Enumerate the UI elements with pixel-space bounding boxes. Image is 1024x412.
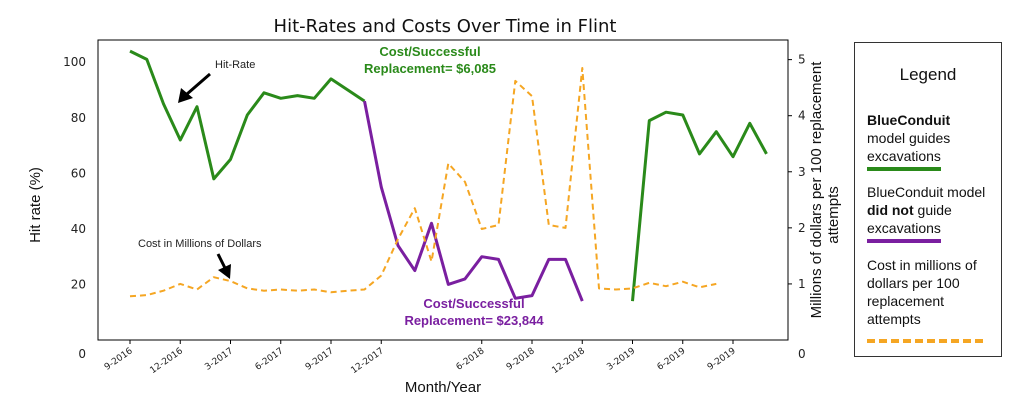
annotation-cost-arrow	[216, 253, 231, 279]
legend-green-text: model guides excavations	[867, 130, 951, 164]
left-y-axis: 0 20 40 60 80 100	[63, 55, 86, 361]
x-tick-label: 3-2017	[203, 346, 235, 372]
x-tick-label: 6-2018	[455, 346, 487, 373]
x-tick-label: 9-2019	[706, 346, 738, 373]
right-y-tick-label: 1	[798, 277, 806, 291]
legend-purple-post: guide excavations	[867, 202, 952, 236]
x-tick-label: 9-2016	[103, 346, 135, 373]
x-axis-label: Month/Year	[405, 379, 481, 396]
series-layer	[129, 49, 768, 302]
annotation-hit-rate: Hit-Rate	[215, 59, 255, 71]
right-y-tick-label: 0	[798, 347, 806, 361]
legend-entry-cost: Cost in millions of dollars per 100 repl…	[867, 256, 997, 328]
left-y-tick-label: 20	[71, 277, 86, 291]
left-y-tick-label: 0	[78, 347, 86, 361]
legend-title: Legend	[899, 65, 957, 84]
x-axis: 9-2016 12-2016 3-2017 6-2017 9-2017 12-2017 6-…	[103, 340, 738, 376]
right-y-tick-label: 4	[798, 109, 806, 123]
annotation-hit-rate-arrow	[178, 72, 211, 103]
left-y-tick-label: 80	[71, 111, 86, 125]
annotation-cost: Cost in Millions of Dollars	[138, 238, 262, 250]
annotation-purple-line2: Replacement= $23,844	[404, 313, 544, 328]
left-y-axis-label: Hit rate (%)	[27, 167, 44, 243]
legend-purple-bold: did not	[867, 202, 914, 218]
annotation-purple-line1: Cost/Successful	[423, 296, 524, 311]
legend-cost-swatch	[867, 339, 983, 343]
x-tick-label: 12-2016	[148, 346, 185, 376]
left-y-tick-label: 60	[71, 166, 86, 180]
x-tick-label: 9-2018	[505, 346, 537, 373]
annotation-green-line2: Replacement= $6,085	[364, 61, 496, 76]
right-y-axis-label-line2: attempts	[825, 186, 842, 244]
x-tick-label: 9-2017	[304, 346, 336, 372]
x-tick-label: 3-2019	[605, 346, 637, 373]
series-line-1-0	[363, 100, 584, 302]
legend-green-swatch	[867, 167, 941, 171]
left-y-tick-label: 100	[63, 55, 86, 69]
x-tick-label: 12-2017	[349, 346, 386, 376]
right-y-tick-label: 3	[798, 165, 806, 179]
left-y-tick-label: 40	[71, 222, 86, 236]
right-y-axis: 0 1 2 3 4 5	[788, 53, 806, 361]
x-tick-label: 12-2018	[550, 346, 587, 376]
right-y-tick-label: 2	[798, 221, 806, 235]
right-y-tick-label: 5	[798, 53, 806, 67]
right-y-axis-label-line1: Millions of dollars per 100 replacement	[808, 61, 825, 319]
series-line-0-1	[631, 110, 768, 302]
legend-purple-pre: BlueConduit model	[867, 184, 986, 200]
chart-title: Hit-Rates and Costs Over Time in Flint	[274, 16, 617, 37]
legend-purple-swatch	[867, 239, 941, 243]
legend-entry-green: BlueConduit model guides excavations	[867, 111, 997, 165]
legend-cost-text: Cost in millions of dollars per 100 repl…	[867, 257, 977, 327]
series-line-0-0	[129, 49, 366, 181]
legend-entry-purple: BlueConduit model did not guide excavati…	[867, 183, 997, 237]
plot-frame	[97, 39, 789, 341]
legend: Legend BlueConduit model guides excavati…	[854, 42, 1002, 357]
x-tick-label: 6-2019	[656, 346, 688, 373]
x-tick-label: 6-2017	[254, 346, 286, 372]
series-line-2-0	[129, 67, 717, 298]
annotation-green-line1: Cost/Successful	[379, 44, 480, 59]
legend-green-bold: BlueConduit	[867, 112, 951, 128]
